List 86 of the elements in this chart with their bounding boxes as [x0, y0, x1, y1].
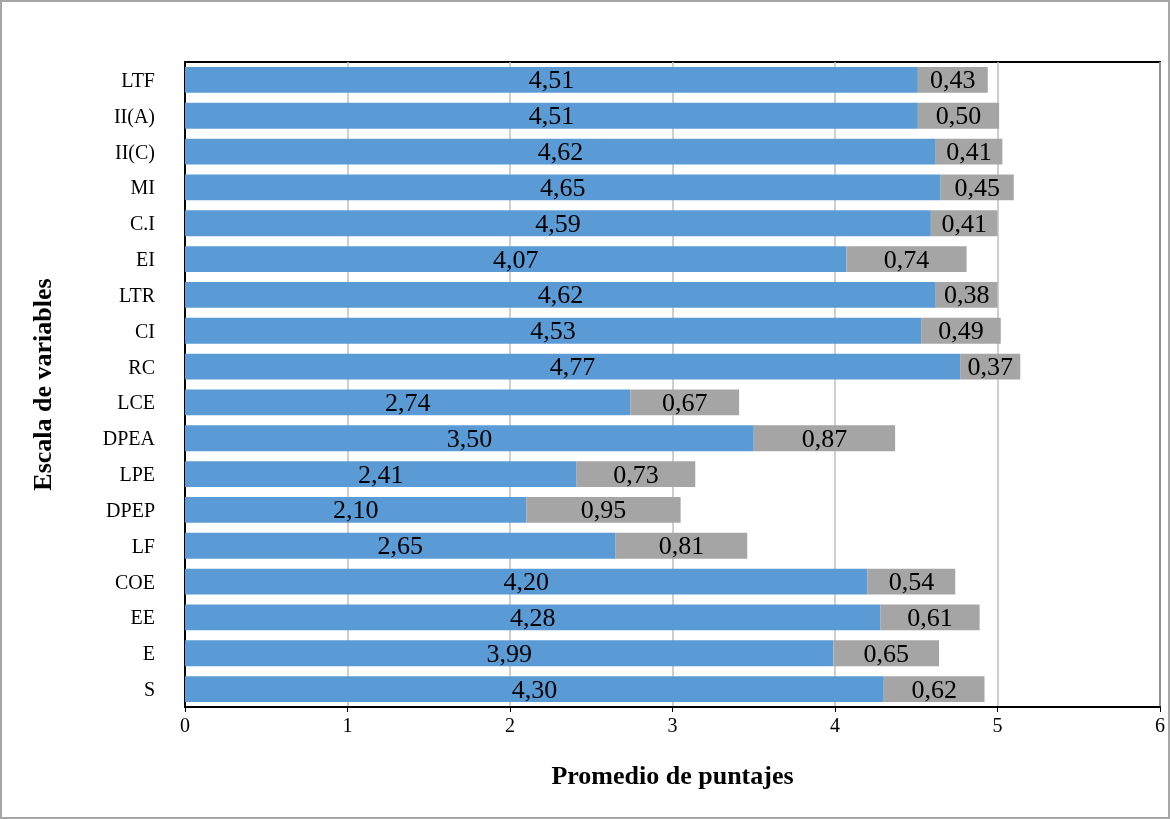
bar: [185, 282, 936, 308]
data-label: 4,51: [528, 65, 575, 95]
y-tick-label: EE: [130, 606, 155, 629]
bar: [185, 102, 918, 129]
data-label: 4,65: [540, 172, 586, 202]
data-label: 0,50: [935, 101, 982, 131]
data-label: 0,49: [938, 316, 984, 346]
y-tick-label: II(C): [115, 140, 155, 164]
bar: [576, 461, 696, 487]
y-tick-label: LTR: [119, 283, 156, 306]
y-tick-label: CI: [135, 319, 155, 342]
data-label: 0,74: [883, 244, 930, 274]
bar: [185, 353, 961, 380]
bar: [615, 532, 748, 559]
data-label: 2,41: [358, 459, 404, 489]
data-label: 3,99: [486, 638, 532, 668]
y-tick-label: S: [143, 678, 155, 701]
data-label: 0,45: [954, 172, 1000, 202]
bar: [185, 138, 936, 165]
bar: [185, 210, 931, 237]
data-label: 0,95: [580, 495, 627, 525]
data-label: 0,41: [941, 208, 987, 238]
bar: [185, 389, 631, 416]
data-label: 4,20: [503, 567, 549, 597]
y-tick-label: RC: [128, 355, 155, 378]
data-label: 0,54: [888, 567, 935, 597]
bar: [185, 425, 754, 452]
x-tick-label: 4: [830, 714, 840, 736]
y-tick-label: DPEA: [102, 427, 156, 450]
y-axis-title: Escala de variables: [27, 278, 57, 491]
y-tick-label: LF: [131, 534, 155, 557]
bar: [185, 317, 922, 344]
y-tick-label: C.I: [130, 212, 155, 235]
bar: [846, 246, 967, 272]
bar: [185, 568, 868, 595]
data-label: 0,43: [930, 65, 976, 95]
data-label: 0,73: [613, 459, 659, 489]
y-tick-label: LTF: [121, 68, 155, 91]
bar: [185, 676, 884, 702]
bar: [185, 461, 577, 487]
bar: [185, 497, 527, 523]
data-label: 4,30: [511, 674, 558, 704]
data-label: 4,07: [492, 244, 539, 274]
data-label: 4,51: [528, 101, 575, 131]
y-tick-label: DPEP: [106, 498, 155, 521]
x-tick-label: 0: [180, 714, 190, 736]
data-label: 4,62: [537, 137, 584, 167]
data-label: 0,65: [863, 638, 909, 668]
data-label: 0,87: [801, 423, 848, 453]
bar: [185, 532, 616, 559]
y-tick-label: COE: [115, 570, 155, 593]
x-tick-label: 6: [1155, 714, 1165, 736]
data-label: 2,10: [332, 495, 379, 525]
data-label: 4,77: [549, 352, 596, 382]
data-label: 2,65: [377, 531, 424, 561]
data-label: 0,62: [911, 674, 957, 704]
bar: [753, 425, 896, 452]
bar: [185, 640, 834, 667]
data-label: 0,67: [661, 387, 708, 417]
data-label: 0,61: [907, 602, 953, 632]
data-label: 2,74: [384, 387, 431, 417]
data-label: 4,59: [535, 208, 581, 238]
x-tick-label: 2: [505, 714, 515, 736]
data-label: 3,50: [446, 423, 493, 453]
y-tick-label: EI: [136, 248, 155, 271]
x-tick-label: 1: [342, 714, 353, 736]
x-axis-title: Promedio de puntajes: [551, 760, 794, 790]
x-tick-label: 3: [667, 714, 678, 736]
y-tick-label: LCE: [117, 391, 155, 414]
y-tick-label: II(A): [113, 104, 155, 128]
y-tick-label: MI: [130, 176, 155, 199]
bar: [185, 246, 847, 272]
bar: [185, 67, 918, 93]
data-label: 4,53: [530, 316, 576, 346]
y-tick-label: LPE: [119, 463, 155, 486]
data-label: 0,38: [943, 280, 990, 310]
data-label: 4,62: [537, 280, 584, 310]
data-label: 4,28: [510, 602, 556, 632]
bar: [185, 604, 881, 631]
bar: [526, 497, 681, 523]
data-label: 0,81: [658, 531, 705, 561]
data-label: 0,37: [967, 352, 1013, 382]
y-tick-label: E: [142, 642, 155, 665]
x-tick-label: 5: [992, 714, 1003, 736]
bar: [185, 174, 941, 201]
data-label: 0,41: [946, 137, 992, 167]
